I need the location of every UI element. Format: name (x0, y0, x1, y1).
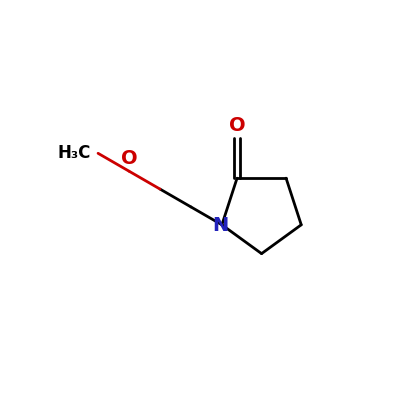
Text: H₃C: H₃C (58, 144, 91, 162)
Text: O: O (229, 116, 245, 135)
Text: N: N (212, 216, 228, 235)
Text: O: O (121, 148, 137, 168)
